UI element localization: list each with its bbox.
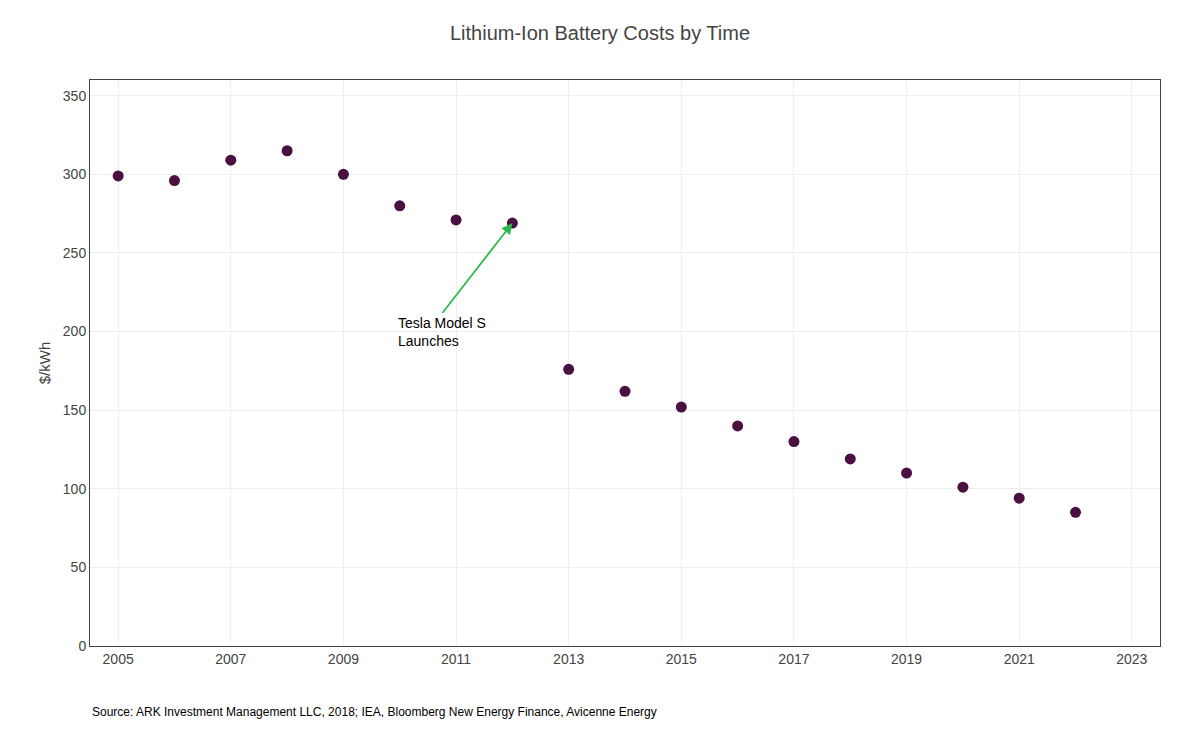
svg-text:200: 200 xyxy=(63,323,87,339)
svg-text:0: 0 xyxy=(78,638,86,654)
svg-text:2019: 2019 xyxy=(891,651,922,667)
svg-text:2023: 2023 xyxy=(1116,651,1147,667)
svg-text:300: 300 xyxy=(63,166,87,182)
svg-text:2015: 2015 xyxy=(666,651,697,667)
svg-text:2011: 2011 xyxy=(441,651,471,667)
svg-text:2009: 2009 xyxy=(328,651,359,667)
svg-text:350: 350 xyxy=(63,88,87,104)
svg-text:50: 50 xyxy=(71,559,87,575)
svg-text:150: 150 xyxy=(63,402,87,418)
svg-text:Lithium-Ion Battery Costs by T: Lithium-Ion Battery Costs by Time xyxy=(450,22,750,44)
svg-text:2013: 2013 xyxy=(553,651,584,667)
svg-text:100: 100 xyxy=(63,481,87,497)
svg-text:2005: 2005 xyxy=(103,651,134,667)
svg-text:2017: 2017 xyxy=(778,651,809,667)
svg-text:2007: 2007 xyxy=(215,651,246,667)
svg-text:Tesla Model SLaunches: Tesla Model SLaunches xyxy=(398,315,486,349)
svg-text:250: 250 xyxy=(63,245,87,261)
svg-text:Source: ARK Investment Managem: Source: ARK Investment Management LLC, 2… xyxy=(92,705,657,719)
svg-text:2021: 2021 xyxy=(1004,651,1035,667)
svg-text:$/kWh: $/kWh xyxy=(36,342,53,385)
